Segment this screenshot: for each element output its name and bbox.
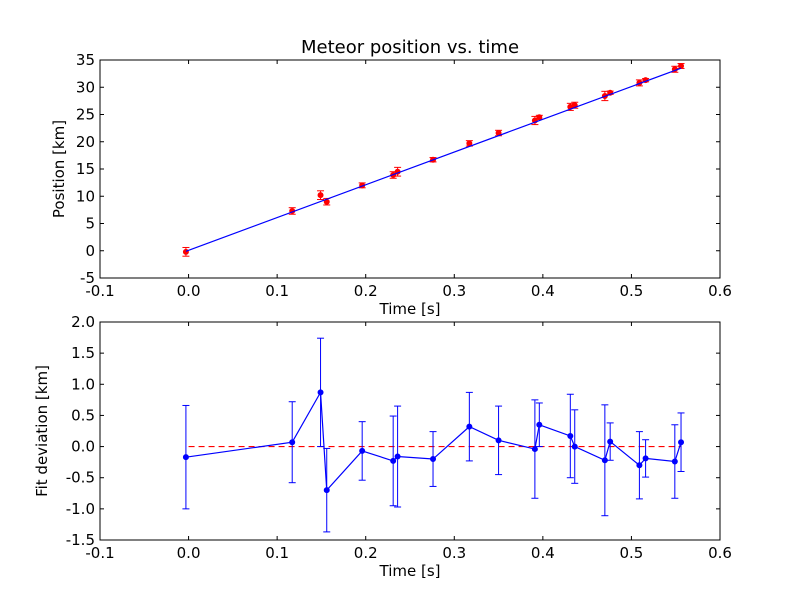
fit-deviation-chart-data-point (430, 456, 437, 463)
position-chart-marks (182, 62, 685, 257)
fit-deviation-chart-xtick-label: 0.1 (265, 544, 289, 562)
position-chart: Meteor position vs. time -0.1 0.0 0.1 0.2 0.… (50, 37, 732, 318)
fit-deviation-chart: -0.1 0.0 0.1 0.2 0.3 0.4 0.5 0.6 -1.5 -1.0 -0.5 0.0… (33, 313, 732, 580)
fit-deviation-chart-data-point (607, 438, 614, 445)
fit-deviation-chart-xtick-label: 0.5 (619, 544, 643, 562)
position-chart-xtick-label: -0.1 (85, 282, 114, 300)
fit-deviation-chart-data-point (289, 439, 296, 446)
fit-deviation-chart-series-line (185, 390, 682, 492)
fit-deviation-chart-ytick-label: 2.0 (71, 313, 95, 331)
fit-deviation-chart-data-point (317, 389, 324, 396)
fit-deviation-chart-xtick-label: 0.3 (442, 544, 466, 562)
position-chart-ytick-label: 0 (85, 242, 95, 260)
fit-deviation-chart-xtick-label: -0.1 (85, 544, 114, 562)
position-chart-xtick-label: 0.3 (442, 282, 466, 300)
position-chart-data-point (678, 62, 685, 69)
fit-deviation-chart-xtick-label: 0.0 (177, 544, 201, 562)
fit-deviation-chart-data-point (466, 423, 473, 430)
fit-deviation-chart-ylabel: Fit deviation [km] (33, 365, 51, 497)
position-chart-data-point (317, 192, 324, 199)
fit-deviation-chart-xlabel: Time [s] (379, 562, 441, 580)
fit-deviation-chart-ytick-label: 1.5 (71, 344, 95, 362)
fit-deviation-chart-data-point (567, 432, 574, 439)
fit-deviation-chart-marks (182, 337, 685, 533)
position-chart-xtick-label: 0.1 (265, 282, 289, 300)
position-chart-xtick-label: 0.2 (354, 282, 378, 300)
fit-deviation-chart-xtick-label: 0.2 (354, 544, 378, 562)
position-chart-xtick-label: 0.0 (177, 282, 201, 300)
position-chart-data-point (536, 114, 543, 121)
position-chart-xtick-label: 0.6 (708, 282, 732, 300)
fit-deviation-chart-data-point (636, 462, 643, 469)
fit-deviation-chart-data-point (394, 453, 401, 460)
fit-deviation-chart-data-point (671, 458, 678, 465)
fit-deviation-chart-data-point (359, 447, 366, 454)
position-chart-ytick-label: 5 (85, 215, 95, 233)
position-chart-ytick-label: 20 (76, 133, 95, 151)
fit-deviation-chart-xtick-label: 0.6 (708, 544, 732, 562)
position-chart-ytick-label: 15 (76, 160, 95, 178)
fit-deviation-chart-ytick-label: 1.0 (71, 375, 95, 393)
position-chart-ytick-label: 10 (76, 187, 95, 205)
fit-deviation-chart-data-point (531, 446, 538, 453)
fit-deviation-chart-data-point (571, 443, 578, 450)
fit-deviation-chart-xtick-label: 0.4 (531, 544, 555, 562)
position-chart-xlabel: Time [s] (379, 300, 441, 318)
fit-deviation-chart-ytick-label: -0.5 (66, 469, 95, 487)
position-chart-ytick-label: 35 (76, 51, 95, 69)
fit-deviation-chart-data-point (323, 487, 330, 494)
fit-deviation-chart-data-point (678, 439, 685, 446)
fit-deviation-chart-ytick-label: 0.5 (71, 406, 95, 424)
fit-deviation-chart-data-point (536, 421, 543, 428)
position-chart-title: Meteor position vs. time (301, 37, 519, 58)
position-chart-ylabel: Position [km] (50, 120, 68, 218)
fit-deviation-chart-ytick-label: 0.0 (71, 438, 95, 456)
position-chart-data-point (466, 140, 473, 147)
position-chart-ticks: -0.1 0.0 0.1 0.2 0.3 0.4 0.5 0.6 -5 0 5 10 15 20 25 30 3… (76, 51, 732, 300)
fit-deviation-chart-ticks: -0.1 0.0 0.1 0.2 0.3 0.4 0.5 0.6 -1.5 -1.0 -0.5 0.0… (66, 313, 732, 562)
fit-deviation-chart-data-point (390, 457, 397, 464)
position-chart-ytick-label: 30 (76, 78, 95, 96)
position-chart-fit-line (185, 67, 682, 252)
fit-deviation-chart-data-point (601, 457, 608, 464)
fit-deviation-chart-ytick-label: -1.5 (66, 531, 95, 549)
fit-deviation-chart-frame (99, 321, 721, 541)
position-chart-ytick-label: 25 (76, 106, 95, 124)
fit-deviation-chart-ytick-label: -1.0 (66, 500, 95, 518)
position-chart-ytick-label: -5 (80, 269, 95, 287)
fit-deviation-chart-data-point (642, 455, 649, 462)
fit-deviation-chart-data-point (182, 454, 189, 461)
position-chart-xtick-label: 0.5 (619, 282, 643, 300)
position-chart-xtick-label: 0.4 (531, 282, 555, 300)
fit-deviation-chart-data-point (495, 437, 502, 444)
